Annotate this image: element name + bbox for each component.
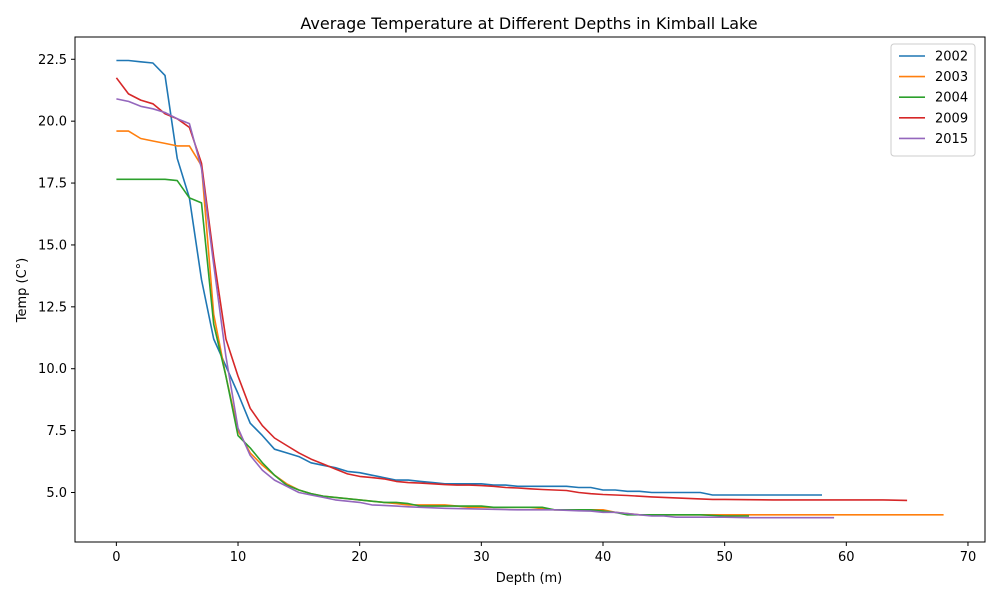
y-tick-label: 17.5 [38, 177, 67, 192]
legend-label: 2015 [935, 132, 968, 147]
chart-title: Average Temperature at Different Depths … [300, 14, 757, 33]
legend-label: 2009 [935, 111, 968, 126]
series-line-2002 [116, 59, 822, 496]
y-axis-label: Temp (C°) [15, 258, 30, 324]
x-tick-label: 70 [960, 550, 977, 565]
series-line-2004 [116, 178, 749, 517]
legend: 2002 2003 2004 2009 2015 [890, 43, 976, 157]
plot-series-group [115, 59, 944, 519]
x-tick-label: 60 [838, 550, 855, 565]
plot-frame [74, 36, 986, 543]
series-line-2009 [115, 77, 908, 502]
x-tick-label: 10 [230, 550, 247, 565]
series-line-2015 [116, 98, 835, 519]
y-tick-label: 12.5 [38, 300, 67, 315]
series-line-2003 [116, 130, 944, 516]
y-tick-label: 10.0 [38, 362, 67, 377]
x-tick-label: 40 [595, 550, 612, 565]
y-tick-label: 7.5 [46, 424, 67, 439]
x-axis: 0 10 20 30 40 50 60 70 [112, 542, 976, 565]
x-tick-label: 50 [716, 550, 733, 565]
legend-label: 2002 [935, 50, 968, 65]
y-tick-label: 20.0 [38, 115, 67, 130]
x-tick-label: 0 [112, 550, 120, 565]
y-tick-label: 22.5 [38, 53, 67, 68]
y-tick-label: 15.0 [38, 238, 67, 253]
legend-label: 2003 [935, 70, 968, 85]
x-tick-label: 20 [351, 550, 368, 565]
legend-box [890, 43, 976, 157]
x-tick-label: 30 [473, 550, 490, 565]
legend-label: 2004 [935, 91, 968, 106]
y-tick-label: 5.0 [46, 486, 67, 501]
x-axis-label: Depth (m) [496, 571, 563, 586]
y-axis: 5.0 7.5 10.0 12.5 15.0 17.5 20.0 22.5 [38, 53, 75, 501]
